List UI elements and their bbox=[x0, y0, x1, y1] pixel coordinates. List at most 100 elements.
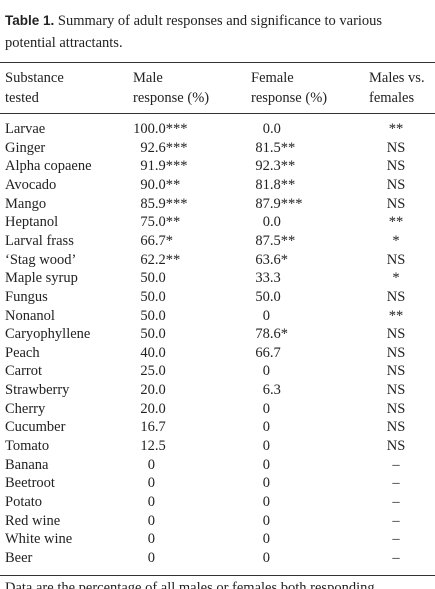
top-rule bbox=[0, 62, 435, 63]
table-label: Table 1. bbox=[5, 13, 55, 28]
substance: Caryophyllene bbox=[5, 326, 91, 343]
substance: Avocado bbox=[5, 176, 57, 193]
comparison: NS bbox=[386, 195, 406, 212]
male-response: 12.5 bbox=[140, 438, 166, 455]
substance: Mango bbox=[5, 195, 47, 212]
header-line: Female bbox=[251, 70, 294, 86]
comparison: NS bbox=[386, 419, 406, 436]
male-response: 75.0** bbox=[140, 214, 181, 231]
table-title: Table 1. Summary of adult responses and … bbox=[5, 10, 430, 54]
substance: Heptanol bbox=[5, 214, 59, 231]
male-response: 100.0*** bbox=[133, 121, 188, 137]
substance: Banana bbox=[5, 456, 49, 473]
comparison: – bbox=[392, 549, 400, 566]
comparison: NS bbox=[386, 158, 406, 175]
female-response: 66.7 bbox=[255, 344, 281, 361]
caption: Summary of adult responses and significa… bbox=[5, 13, 383, 51]
substance: Peach bbox=[5, 344, 40, 361]
substance: Red wine bbox=[5, 512, 61, 529]
female-response: 87.5** bbox=[255, 232, 296, 249]
female-response: 0 bbox=[262, 438, 270, 455]
comparison: ** bbox=[388, 307, 404, 324]
header-rule bbox=[0, 113, 435, 114]
male-response: 66.7* bbox=[140, 232, 174, 249]
substance: White wine bbox=[5, 531, 73, 548]
comparison: NS bbox=[386, 176, 406, 193]
substance: Alpha copaene bbox=[5, 158, 92, 175]
comparison: – bbox=[392, 531, 400, 548]
female-response: 0.0 bbox=[262, 214, 281, 231]
comparison: – bbox=[392, 494, 400, 510]
male-response: 0 bbox=[147, 494, 155, 510]
male-response: 90.0** bbox=[140, 176, 181, 193]
footnote: Data are the percentage of all males or … bbox=[5, 580, 375, 589]
male-response: 85.9*** bbox=[140, 195, 188, 212]
substance: Beetroot bbox=[5, 475, 55, 492]
male-response: 0 bbox=[147, 512, 155, 529]
comparison: ** bbox=[388, 214, 404, 231]
female-response: 81.5** bbox=[255, 139, 296, 156]
comparison: – bbox=[392, 512, 400, 529]
header-line: Male bbox=[133, 70, 163, 86]
header-line: Substance bbox=[5, 70, 64, 86]
male-response: 92.6*** bbox=[140, 139, 188, 156]
female-response: 0 bbox=[262, 363, 270, 380]
female-response: 87.9*** bbox=[255, 195, 303, 212]
female-response: 6.3 bbox=[262, 382, 281, 399]
header-line: response (%) bbox=[133, 90, 210, 106]
comparison: NS bbox=[386, 288, 406, 305]
substance: Tomato bbox=[5, 438, 50, 455]
header-line: tested bbox=[5, 90, 39, 106]
male-response: 50.0 bbox=[140, 326, 166, 343]
male-response: 50.0 bbox=[140, 288, 166, 305]
female-response: 81.8** bbox=[255, 176, 296, 193]
female-response: 0 bbox=[262, 419, 270, 436]
substance: Fungus bbox=[5, 288, 48, 305]
comparison: * bbox=[392, 232, 400, 249]
male-response: 16.7 bbox=[140, 419, 166, 436]
bottom-rule bbox=[0, 575, 435, 576]
male-response: 0 bbox=[147, 531, 155, 548]
female-response: 78.6* bbox=[255, 326, 289, 343]
female-response: 0 bbox=[262, 307, 270, 324]
comparison: – bbox=[392, 456, 400, 473]
substance: ‘Stag wood’ bbox=[5, 251, 77, 268]
comparison: NS bbox=[386, 382, 406, 399]
header-compare: Males vs. females bbox=[369, 68, 425, 108]
female-response: 0 bbox=[262, 531, 270, 548]
female-response: 63.6* bbox=[255, 251, 289, 268]
substance: Larvae bbox=[5, 121, 46, 137]
substance: Larval frass bbox=[5, 232, 74, 249]
comparison: * bbox=[392, 270, 400, 287]
male-response: 62.2** bbox=[140, 251, 181, 268]
male-response: 91.9*** bbox=[140, 158, 188, 175]
substance: Carrot bbox=[5, 363, 43, 380]
substance: Cherry bbox=[5, 400, 46, 417]
female-response: 92.3** bbox=[255, 158, 296, 175]
female-response: 0 bbox=[262, 512, 270, 529]
substance: Ginger bbox=[5, 139, 46, 156]
comparison: NS bbox=[386, 326, 406, 343]
female-response: 0 bbox=[262, 494, 270, 510]
male-response: 50.0 bbox=[140, 270, 166, 287]
male-response: 40.0 bbox=[140, 344, 166, 361]
substance: Potato bbox=[5, 494, 43, 510]
substance: Maple syrup bbox=[5, 270, 78, 287]
substance: Nonanol bbox=[5, 307, 55, 324]
female-response: 33.3 bbox=[255, 270, 281, 287]
male-response: 20.0 bbox=[140, 400, 166, 417]
female-response: 0 bbox=[262, 549, 270, 566]
male-response: 0 bbox=[147, 456, 155, 473]
comparison: NS bbox=[386, 400, 406, 417]
comparison: – bbox=[392, 475, 400, 492]
substance: Strawberry bbox=[5, 382, 70, 399]
female-response: 50.0 bbox=[255, 288, 281, 305]
male-response: 0 bbox=[147, 475, 155, 492]
substance: Beer bbox=[5, 549, 33, 566]
comparison: NS bbox=[386, 438, 406, 455]
comparison: NS bbox=[386, 344, 406, 361]
header-female: Female response (%) bbox=[251, 68, 327, 108]
comparison: ** bbox=[388, 121, 404, 137]
comparison: NS bbox=[386, 363, 406, 380]
